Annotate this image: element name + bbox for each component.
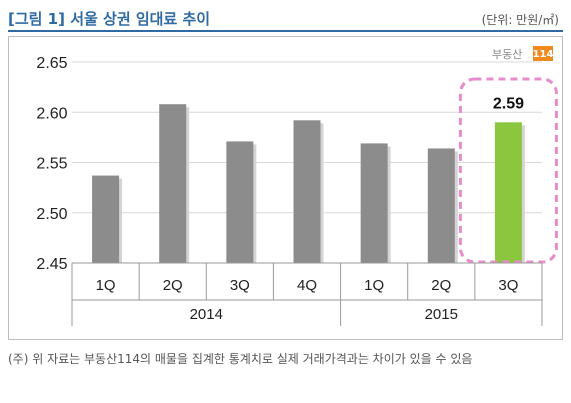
x-tick-label: 4Q — [297, 277, 317, 294]
unit-label: (단위: 만원/㎡) — [481, 13, 559, 27]
brand-logo: 부동산 114 — [492, 46, 553, 61]
y-tick-label: 2.60 — [36, 105, 67, 122]
x-tick-label: 2Q — [163, 277, 183, 294]
x-tick-label: 3Q — [498, 277, 518, 294]
data-label: 2.59 — [493, 95, 524, 112]
y-tick-label: 2.50 — [36, 206, 67, 223]
chart-title: [그림 1] 서울 상권 임대료 추이 — [8, 10, 211, 28]
y-tick-label: 2.55 — [36, 156, 67, 173]
logo-text: 부동산 — [492, 48, 522, 61]
bar — [293, 120, 321, 263]
chart-frame — [8, 36, 563, 340]
bar — [92, 175, 120, 263]
footnote: (주) 위 자료는 부동산114의 매물을 집계한 통계치로 실제 거래가격과는… — [8, 352, 473, 366]
x-tick-label: 3Q — [230, 277, 250, 294]
group-label: 2014 — [190, 306, 223, 323]
title-rule — [8, 30, 563, 32]
y-tick-label: 2.45 — [36, 256, 67, 273]
bar — [360, 143, 388, 263]
x-tick-label: 1Q — [364, 277, 384, 294]
highlight-bar — [494, 122, 522, 263]
highlight-box — [458, 77, 558, 264]
logo-badge — [533, 46, 553, 61]
x-tick-label: 1Q — [96, 277, 116, 294]
bar — [427, 148, 455, 263]
y-tick-label: 2.65 — [36, 55, 67, 72]
bar — [226, 141, 254, 263]
x-tick-label: 2Q — [431, 277, 451, 294]
bar — [159, 104, 187, 264]
group-label: 2015 — [425, 306, 458, 323]
logo-badge-text: 114 — [533, 49, 554, 60]
